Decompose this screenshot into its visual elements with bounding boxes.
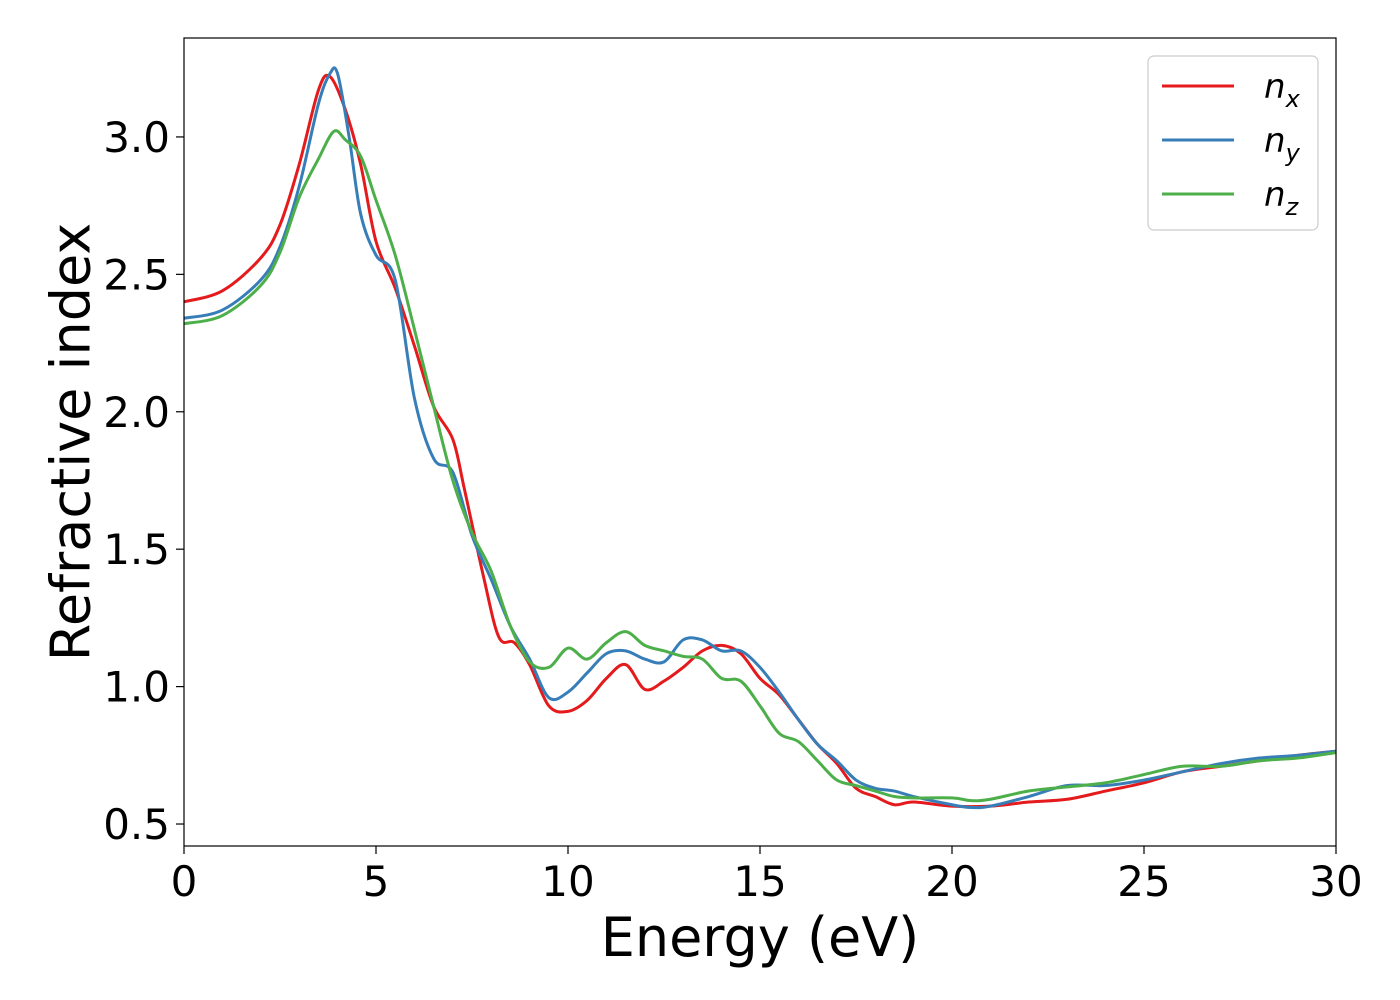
x-tick-label: 25 <box>1117 857 1170 906</box>
y-tick-label: 3.0 <box>103 113 170 162</box>
y-axis: 0.5 1.0 1.5 2.0 2.5 3.0 <box>103 113 184 849</box>
legend: nx ny nz <box>1147 55 1319 231</box>
x-tick-label: 5 <box>363 857 390 906</box>
legend-label-nz: nz <box>1264 175 1300 221</box>
series-layer <box>184 66 1336 810</box>
series-line-nx <box>184 73 1336 809</box>
y-tick-label: 1.5 <box>103 525 170 574</box>
legend-label-ny: ny <box>1264 121 1301 167</box>
y-axis-title: Refractive index <box>40 223 103 662</box>
x-axis-title: Energy (eV) <box>601 906 920 969</box>
y-tick-label: 0.5 <box>103 800 170 849</box>
x-tick-label: 15 <box>733 857 786 906</box>
y-tick-label: 1.0 <box>103 663 170 712</box>
legend-box <box>1147 55 1319 231</box>
x-axis: 0 5 10 15 20 25 30 <box>171 846 1363 906</box>
x-tick-label: 0 <box>171 857 198 906</box>
y-tick-label: 2.0 <box>103 388 170 437</box>
y-tick-label: 2.5 <box>103 250 170 299</box>
x-tick-label: 30 <box>1309 857 1362 906</box>
x-tick-label: 20 <box>925 857 978 906</box>
x-tick-label: 10 <box>541 857 594 906</box>
series-line-nz <box>184 129 1336 803</box>
legend-label-nx: nx <box>1264 67 1301 113</box>
